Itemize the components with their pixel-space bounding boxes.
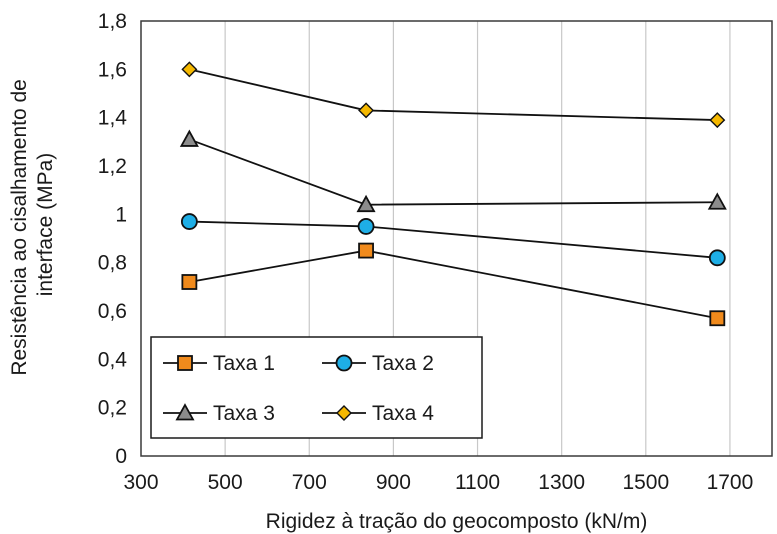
x-tick-label: 500 [208,471,243,494]
x-tick-label: 1700 [707,471,754,494]
legend-entry-2: Taxa 2 [322,352,434,375]
data-point [707,192,727,210]
grid [224,21,731,456]
y-axis-ticks: 0 0,2 0,4 0,6 0,8 1 1,2 1,4 1,6 1,8 [98,10,128,468]
data-point [709,112,726,129]
y-tick-label: 1 [115,203,127,226]
data-point [357,218,375,235]
series-2 [180,213,726,267]
x-tick-label: 1500 [622,471,669,494]
y-tick-label: 0,6 [98,300,127,323]
legend-label: Taxa 1 [213,352,275,375]
data-point [356,194,376,213]
y-axis-title-line-1: Resistência ao cisalhamento de [8,79,31,376]
series-3 [179,129,727,213]
x-tick-label: 1100 [455,471,500,494]
data-point [179,129,199,147]
series-layer [179,61,727,327]
series-line [189,220,718,259]
data-point [358,242,374,259]
legend-label: Taxa 2 [372,352,434,375]
legend: Taxa 1 Taxa 2 Taxa 3 Taxa 4 [150,336,483,439]
x-tick-label: 1300 [538,471,585,494]
series-line [189,249,718,320]
legend-box [150,336,483,439]
series-4 [181,61,726,129]
data-point [358,102,375,119]
x-tick-label: 300 [123,471,158,494]
y-tick-label: 0 [115,445,127,468]
legend-marker [175,403,195,421]
legend-label: Taxa 4 [372,402,434,425]
series-1 [181,242,726,327]
y-axis-title: Resistência ao cisalhamento de interface… [8,73,57,375]
y-tick-label: 1,6 [98,58,127,81]
data-point [180,213,198,230]
legend-entry-4: Taxa 4 [322,402,434,425]
y-tick-label: 0,2 [98,397,127,420]
legend-entry-3: Taxa 3 [163,402,275,425]
y-tick-label: 0,8 [98,252,127,275]
y-tick-label: 1,8 [98,10,127,33]
y-tick-label: 0,4 [98,348,128,371]
legend-marker [336,405,352,421]
data-point [181,274,198,290]
series-line [189,138,718,206]
x-axis-ticks: 300 500 700 900 1100 1300 1500 1700 [123,471,753,494]
legend-entry-1: Taxa 1 [163,352,275,375]
data-point [708,249,726,267]
x-tick-label: 700 [292,471,327,494]
y-axis-title-line-2: interface (MPa) [34,153,57,297]
legend-marker [335,354,353,372]
x-axis-title: Rigidez à tração do geocomposto (kN/m) [266,510,648,533]
y-tick-label: 1,2 [98,155,127,178]
y-tick-label: 1,4 [98,107,128,130]
legend-label: Taxa 3 [213,402,275,425]
x-tick-label: 900 [376,471,411,494]
series-line [189,68,718,121]
legend-marker [177,355,193,371]
plot-area [140,20,773,457]
data-point [181,61,198,78]
data-point [709,310,726,327]
